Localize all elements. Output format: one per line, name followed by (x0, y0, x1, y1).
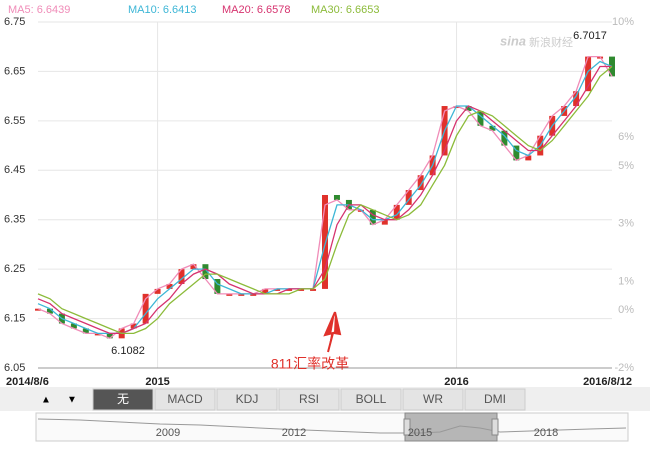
navigator-year: 2015 (408, 427, 432, 439)
navigator-year: 2018 (534, 427, 558, 439)
tab-label[interactable]: MACD (167, 392, 203, 406)
tab-button[interactable] (464, 388, 526, 411)
candle (393, 204, 400, 220)
y2-tick-label: 5% (618, 160, 634, 172)
candle (513, 145, 520, 161)
candle (214, 279, 221, 294)
candle (82, 328, 89, 334)
candle (154, 288, 161, 294)
candle (130, 323, 137, 329)
candle (286, 288, 293, 291)
candle (166, 283, 173, 289)
candle (417, 175, 424, 191)
tab-button[interactable] (340, 388, 402, 411)
y-tick-label: 6.15 (4, 312, 25, 324)
tab-label[interactable]: RSI (299, 392, 319, 406)
tab-label[interactable]: 无 (117, 392, 129, 406)
candle (381, 219, 388, 225)
candle (250, 293, 257, 296)
ma-line (37, 65, 612, 335)
candle (46, 308, 53, 314)
legend-entry: MA10: 6.6413 (128, 4, 197, 16)
candle (405, 190, 412, 205)
navigator-year: 2012 (282, 427, 306, 439)
candle (142, 293, 149, 324)
y-tick-label: 6.55 (4, 115, 25, 127)
y2-tick-label: 0% (618, 304, 634, 316)
candle (310, 288, 317, 291)
candle (322, 195, 328, 289)
y-tick-label: 6.75 (4, 16, 25, 28)
y-tick-label: 6.25 (4, 263, 25, 275)
candle (94, 333, 101, 336)
candle (238, 293, 245, 296)
navigator-line (37, 418, 627, 434)
legend-entry: MA20: 6.6578 (222, 4, 291, 16)
candle (298, 288, 305, 291)
candle (202, 264, 209, 280)
watermark: sina 新浪财经 (500, 33, 573, 48)
y-tick-label: 6.35 (4, 214, 25, 226)
annotation: 811汇率改革 (271, 356, 349, 372)
watermark-text: 新浪财经 (529, 35, 573, 49)
x-tick-label: 2015 (145, 376, 169, 388)
tab-button[interactable] (216, 388, 278, 411)
tab-button[interactable] (402, 388, 464, 411)
candle (465, 106, 472, 111)
tab-button[interactable] (154, 388, 216, 411)
candle (573, 91, 580, 107)
y-tick-label: 6.45 (4, 164, 25, 176)
candle (70, 323, 77, 329)
candle (333, 195, 340, 200)
navigator-handle[interactable] (403, 418, 411, 436)
candle (106, 333, 113, 339)
candle (501, 130, 508, 146)
ma-line (37, 65, 613, 335)
y2-tick-label: -2% (614, 362, 634, 374)
y2-tick-label: 3% (618, 218, 634, 230)
candle (525, 155, 532, 161)
navigator-selection[interactable] (404, 412, 498, 442)
candle (585, 56, 592, 92)
x-tick-label: 2016/8/12 (583, 376, 632, 388)
navigator-handle[interactable] (491, 418, 499, 436)
annotation-arrow (323, 311, 342, 353)
y2-tick-label: 10% (612, 16, 634, 28)
tab-label[interactable]: KDJ (236, 392, 259, 406)
candle (274, 288, 281, 291)
arrow-button[interactable]: ▼ (67, 395, 77, 406)
x-tick-label: 2014/8/6 (6, 376, 49, 388)
y-tick-label: 6.65 (4, 65, 25, 77)
candle (357, 209, 364, 212)
y2-tick-label: 6% (618, 131, 634, 143)
candle (35, 308, 41, 311)
tab-label[interactable]: WR (423, 392, 443, 406)
y-tick-label: 6.05 (4, 362, 25, 374)
tab-label[interactable]: DMI (484, 392, 506, 406)
y2-tick-label: 1% (618, 275, 634, 287)
candle (369, 209, 376, 225)
candle (190, 264, 197, 270)
high-label: 6.7017 (573, 30, 607, 42)
tab-label[interactable]: BOLL (356, 392, 387, 406)
ma-line (37, 55, 613, 340)
candle (262, 288, 269, 294)
legend-entry: MA30: 6.6653 (311, 4, 380, 16)
tab-button[interactable] (278, 388, 340, 411)
candle (489, 125, 496, 131)
watermark-logo: sina (500, 33, 526, 48)
low-label: 6.1082 (111, 345, 145, 357)
candle (226, 293, 233, 296)
x-tick-label: 2016 (444, 376, 468, 388)
arrow-button[interactable]: ▲ (41, 395, 51, 406)
navigator (35, 412, 629, 442)
navigator-year: 2009 (156, 427, 180, 439)
legend-entry: MA5: 6.6439 (8, 4, 70, 16)
candle (178, 269, 185, 284)
candle (477, 110, 484, 126)
tab-button[interactable] (92, 388, 154, 411)
